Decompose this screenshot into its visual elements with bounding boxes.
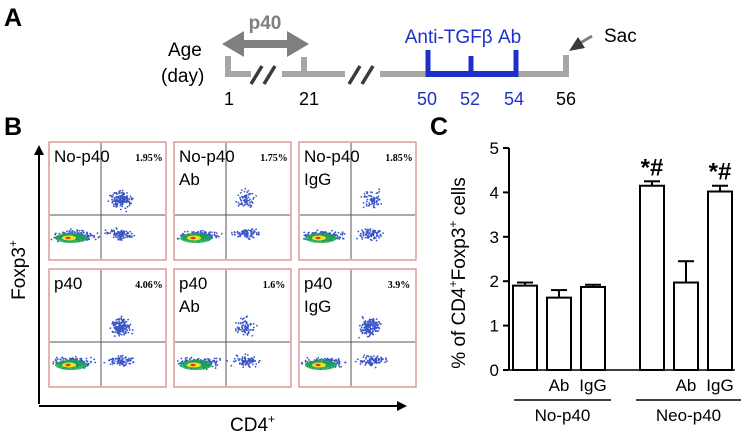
- flow-plot: No-p40 Ab 1.75%: [173, 141, 292, 261]
- flow-dot-cloud: [300, 315, 388, 371]
- day-52: 52: [460, 89, 480, 109]
- day-21: 21: [299, 89, 319, 109]
- panel-label-b: B: [4, 113, 22, 141]
- flow-plot-percent: 1.85%: [385, 153, 413, 164]
- flow-plot-grid: No-p40 1.95% No-p40 Ab 1.75% No-p40 IgG 1.85% p4…: [48, 141, 417, 388]
- day-54: 54: [504, 89, 524, 109]
- category-label: IgG: [579, 376, 606, 395]
- y-tick-label: 1: [490, 317, 499, 336]
- significance-marker: *#: [709, 159, 732, 186]
- bar-chart-y-label: % of CD4+Foxp3+ cells: [446, 177, 470, 368]
- flow-plot-label: No-p40: [304, 147, 360, 166]
- panel-label-a: A: [4, 4, 22, 32]
- y-tick-label: 4: [490, 183, 499, 202]
- day-label: (day): [161, 66, 204, 87]
- flow-plot-label: No-p40: [54, 147, 110, 166]
- sac-arrow: [569, 34, 593, 51]
- category-label: Ab: [549, 376, 570, 395]
- panel-label-c: C: [430, 113, 448, 141]
- flow-dot-cloud: [52, 315, 135, 370]
- y-tick-label: 2: [490, 272, 499, 291]
- flow-plot-sublabel: IgG: [304, 170, 331, 189]
- x-axis-label: CD4+: [230, 412, 275, 436]
- category-label: IgG: [706, 376, 733, 395]
- bar: [512, 284, 538, 372]
- flow-plot-label: p40: [179, 274, 207, 293]
- day-1: 1: [224, 89, 234, 109]
- flow-plot-label: No-p40: [179, 147, 235, 166]
- flow-plot-label: p40: [54, 274, 82, 293]
- flow-plot-percent: 1.75%: [260, 153, 288, 164]
- flow-plot: p40 Ab 1.6%: [173, 268, 292, 388]
- bar: [546, 296, 572, 371]
- flow-plot-sublabel: IgG: [304, 297, 331, 316]
- flow-plot: p40 4.06%: [48, 268, 167, 388]
- sac-label: Sac: [604, 26, 637, 47]
- y-tick-label: 3: [490, 228, 499, 247]
- category-label: Ab: [676, 376, 697, 395]
- y-tick-label: 0: [490, 361, 499, 380]
- y-axis-label: Foxp3+: [6, 240, 30, 300]
- day-50: 50: [417, 89, 437, 109]
- flow-plot-percent: 4.06%: [135, 280, 163, 291]
- day-56: 56: [556, 89, 576, 109]
- flow-plot: No-p40 1.95%: [48, 141, 167, 261]
- y-tick-label: 5: [490, 139, 499, 158]
- flow-plot-label: p40: [304, 274, 332, 293]
- flow-dot-cloud: [302, 188, 385, 243]
- bar: [580, 285, 606, 371]
- panel-a: A Age (day) p40: [4, 4, 637, 109]
- p40-label: p40: [249, 13, 282, 34]
- p40-arrow: [222, 31, 309, 57]
- bar: [673, 281, 699, 372]
- age-label: Age: [168, 40, 202, 61]
- bar-chart: 0 1 2 3 4 5 Ab IgG Ab IgG *# *# No-p40 Neo-p40: [490, 139, 741, 425]
- antibody-label: Anti-TGFβ Ab: [405, 27, 522, 48]
- timeline-bar: [225, 55, 569, 85]
- bar: [707, 190, 733, 371]
- flow-plot: No-p40 IgG 1.85%: [298, 141, 417, 261]
- bar: [639, 184, 665, 371]
- group-label: Neo-p40: [656, 406, 721, 425]
- flow-plot-percent: 1.6%: [263, 280, 286, 291]
- flow-plot-sublabel: Ab: [179, 170, 200, 189]
- flow-plot-sublabel: Ab: [179, 297, 200, 316]
- panel-c: C % of CD4+Foxp3+ cells 0 1 2 3 4 5 Ab IgG Ab IgG…: [430, 113, 741, 425]
- flow-plot-percent: 1.95%: [135, 153, 163, 164]
- antibody-bracket: [425, 50, 519, 77]
- flow-dot-cloud: [176, 187, 260, 243]
- significance-marker: *#: [641, 154, 664, 181]
- flow-plot-percent: 3.9%: [388, 280, 411, 291]
- group-label: No-p40: [535, 406, 591, 425]
- flow-dot-cloud: [176, 315, 261, 371]
- flow-dot-cloud: [50, 189, 136, 243]
- flow-plot: p40 IgG 3.9%: [298, 268, 417, 388]
